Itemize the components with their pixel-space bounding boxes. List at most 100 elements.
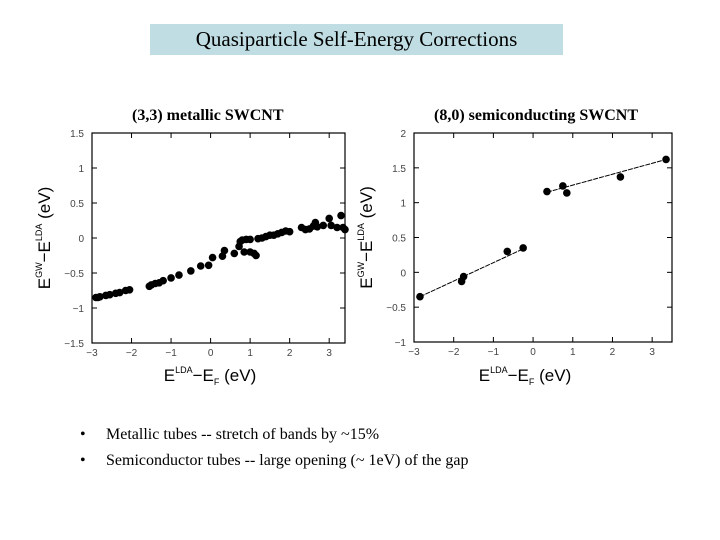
x-tick-label: −1 bbox=[165, 348, 177, 359]
data-point bbox=[519, 244, 527, 252]
data-point bbox=[327, 221, 335, 230]
bullet-item: • Metallic tubes -- stretch of bands by ~… bbox=[80, 422, 468, 448]
bullet-icon: • bbox=[80, 426, 86, 443]
chart-2-title: (8,0) semiconducting SWCNT bbox=[434, 107, 639, 124]
x-axis-label-part: F bbox=[214, 377, 220, 387]
x-axis-label: ELDA−EF (eV) bbox=[479, 365, 571, 387]
chart-1-title: (3,3) metallic SWCNT bbox=[132, 107, 284, 124]
data-point bbox=[285, 227, 294, 236]
data-point bbox=[341, 225, 349, 234]
y-tick-label: 1.5 bbox=[392, 164, 406, 175]
x-axis-label-part: −E bbox=[193, 366, 214, 385]
y-axis-label-part: (eV) bbox=[357, 186, 376, 223]
y-tick-label: 2 bbox=[400, 129, 406, 140]
data-point bbox=[337, 211, 345, 220]
data-point bbox=[204, 261, 213, 270]
x-tick-label: 1 bbox=[570, 347, 576, 358]
data-point bbox=[96, 293, 104, 301]
x-tick-label: 3 bbox=[326, 348, 332, 359]
y-axis-label-part: GW bbox=[356, 261, 366, 277]
fit-line bbox=[546, 158, 667, 193]
x-axis-label-part: (eV) bbox=[534, 366, 571, 385]
y-tick-label: −0.5 bbox=[64, 269, 84, 280]
y-tick-label: 1.5 bbox=[70, 129, 84, 140]
y-tick-label: 0 bbox=[400, 268, 406, 279]
data-point bbox=[246, 235, 254, 244]
slide-title: Quasiparticle Self-Energy Corrections bbox=[150, 24, 563, 55]
x-tick-label: 0 bbox=[208, 348, 214, 359]
data-point bbox=[563, 189, 571, 197]
bullet-icon: • bbox=[80, 452, 86, 469]
data-point bbox=[559, 182, 567, 190]
bullet-item: • Semiconductor tubes -- large opening (~… bbox=[80, 448, 468, 474]
y-axis-label-part: (eV) bbox=[35, 187, 54, 224]
x-tick-label: 0 bbox=[530, 347, 536, 358]
x-tick-label: −3 bbox=[86, 348, 98, 359]
y-axis-label-part: −E bbox=[357, 241, 376, 262]
x-tick-label: 2 bbox=[610, 347, 616, 358]
y-tick-label: −1 bbox=[395, 338, 407, 349]
y-tick-label: −1.5 bbox=[64, 339, 84, 350]
y-axis-label: EGW−ELDA (eV) bbox=[356, 186, 376, 288]
data-point bbox=[115, 288, 124, 297]
x-axis-label-part: (eV) bbox=[219, 366, 256, 385]
data-point bbox=[175, 271, 183, 279]
y-axis-label: EGW−ELDA (eV) bbox=[34, 187, 54, 289]
data-point bbox=[325, 214, 333, 223]
plot-frame bbox=[91, 132, 346, 344]
y-tick-label: 1 bbox=[400, 199, 406, 210]
y-axis-label-part: GW bbox=[34, 262, 44, 278]
y-axis-label-part: LDA bbox=[356, 223, 366, 241]
data-point bbox=[159, 276, 167, 285]
x-tick-label: −1 bbox=[488, 347, 500, 358]
data-point bbox=[313, 223, 322, 231]
x-axis-label-part: F bbox=[529, 377, 535, 387]
x-axis-label-part: LDA bbox=[490, 365, 508, 375]
data-point bbox=[333, 223, 341, 232]
x-tick-label: 2 bbox=[287, 348, 293, 359]
plot-frame bbox=[413, 132, 673, 343]
x-axis-label-part: −E bbox=[508, 366, 529, 385]
data-point bbox=[105, 290, 114, 299]
y-axis-label-part: LDA bbox=[34, 224, 44, 242]
data-point bbox=[240, 248, 248, 256]
y-axis-label-part: E bbox=[35, 278, 54, 289]
data-point bbox=[208, 253, 217, 262]
x-axis-label-part: E bbox=[479, 366, 490, 385]
fit-line bbox=[419, 247, 526, 298]
data-point bbox=[543, 187, 551, 196]
data-point bbox=[319, 221, 328, 230]
y-tick-label: 0 bbox=[78, 234, 84, 245]
data-point bbox=[662, 155, 670, 164]
x-axis-label-part: LDA bbox=[175, 365, 193, 375]
x-tick-label: 1 bbox=[247, 348, 253, 359]
bullet-text: Metallic tubes -- stretch of bands by ~1… bbox=[106, 426, 380, 443]
x-tick-label: 3 bbox=[649, 347, 655, 358]
data-point bbox=[167, 274, 175, 282]
data-point bbox=[230, 249, 239, 258]
bullet-list: • Metallic tubes -- stretch of bands by ~… bbox=[80, 422, 468, 474]
y-axis-label-part: E bbox=[357, 277, 376, 288]
y-tick-label: −1 bbox=[73, 304, 85, 315]
y-tick-label: 1 bbox=[78, 164, 84, 175]
y-axis-label-part: −E bbox=[35, 241, 54, 262]
y-tick-label: −0.5 bbox=[386, 303, 406, 314]
data-point bbox=[459, 272, 468, 281]
data-point bbox=[416, 292, 424, 301]
x-tick-label: −2 bbox=[126, 348, 138, 359]
bullet-text: Semiconductor tubes -- large opening (~ … bbox=[106, 452, 469, 469]
data-point bbox=[616, 173, 625, 181]
data-point bbox=[220, 246, 229, 255]
x-tick-label: −3 bbox=[408, 347, 420, 358]
data-point bbox=[503, 247, 512, 256]
x-axis-label: ELDA−EF (eV) bbox=[164, 365, 256, 387]
y-tick-label: 0.5 bbox=[392, 234, 406, 245]
data-point bbox=[187, 267, 195, 275]
data-point bbox=[252, 251, 260, 260]
y-tick-label: 0.5 bbox=[70, 199, 84, 210]
x-axis-label-part: E bbox=[164, 366, 175, 385]
data-point bbox=[125, 286, 134, 294]
x-tick-label: −2 bbox=[448, 347, 460, 358]
